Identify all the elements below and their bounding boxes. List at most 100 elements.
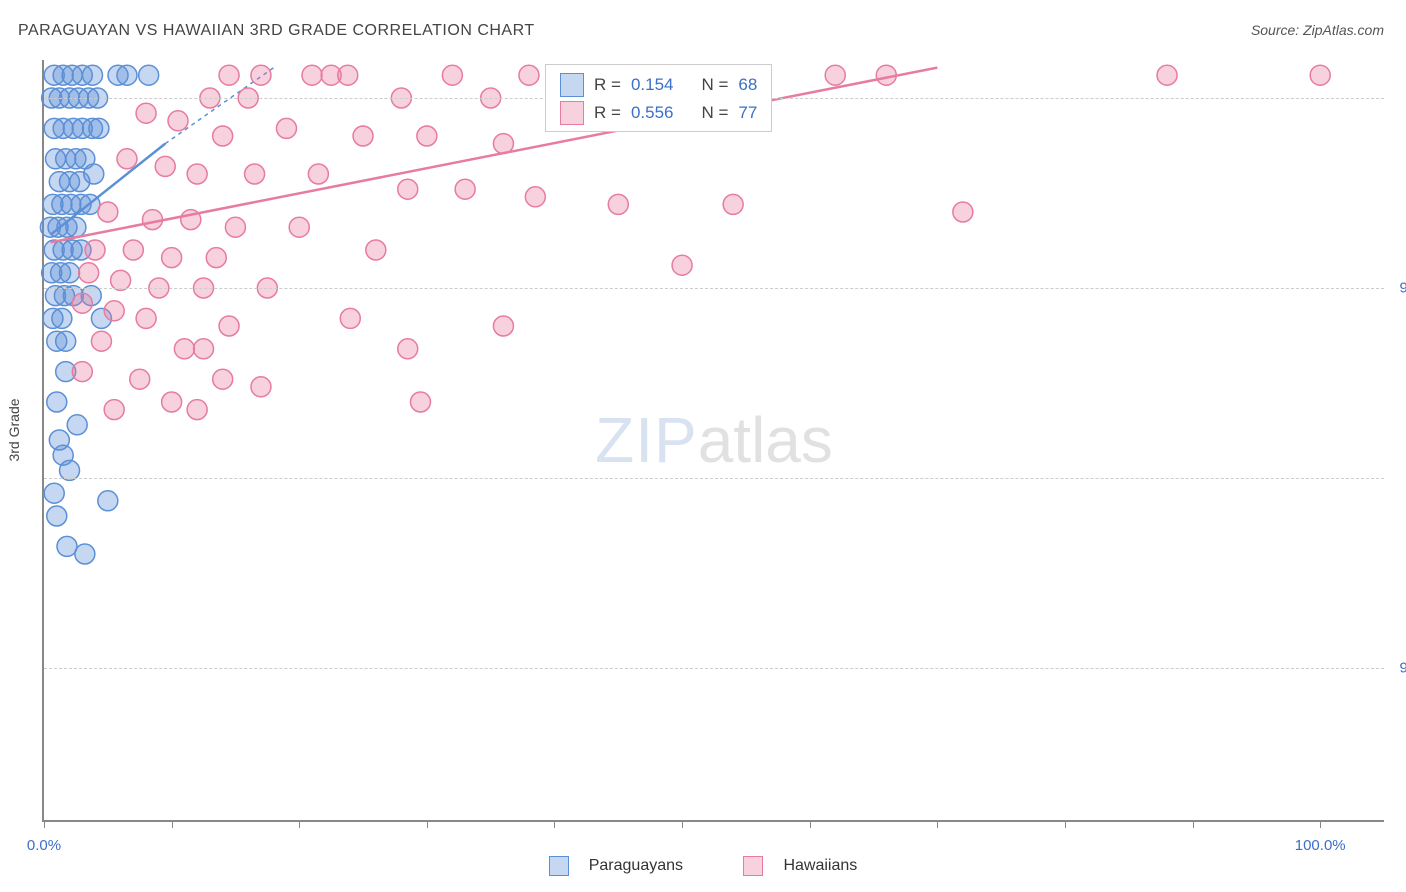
data-point — [1157, 65, 1177, 85]
n-value-paraguayans: 68 — [738, 75, 757, 95]
legend-item-paraguayans: Paraguayans — [535, 857, 697, 874]
data-point — [213, 369, 233, 389]
data-point — [398, 179, 418, 199]
data-point — [130, 369, 150, 389]
data-point — [187, 164, 207, 184]
data-point — [56, 331, 76, 351]
legend-label-hawaiians: Hawaiians — [783, 857, 857, 874]
data-point — [117, 149, 137, 169]
data-point — [289, 217, 309, 237]
data-point — [82, 118, 102, 138]
data-point — [410, 392, 430, 412]
data-point — [455, 179, 475, 199]
data-point — [245, 164, 265, 184]
data-point — [417, 126, 437, 146]
data-point — [251, 65, 271, 85]
data-point — [525, 187, 545, 207]
legend-row-paraguayans: R = 0.154 N = 68 — [560, 71, 757, 99]
x-tick-label: 100.0% — [1295, 837, 1346, 854]
data-point — [162, 248, 182, 268]
y-tick-label: 92.5% — [1388, 660, 1406, 677]
data-point — [60, 263, 80, 283]
data-point — [213, 126, 233, 146]
data-point — [47, 506, 67, 526]
data-point — [98, 202, 118, 222]
data-point — [155, 156, 175, 176]
correlation-legend: R = 0.154 N = 68 R = 0.556 N = 77 — [545, 64, 772, 132]
data-point — [174, 339, 194, 359]
legend-label-paraguayans: Paraguayans — [589, 857, 683, 874]
data-point — [225, 217, 245, 237]
data-point — [276, 118, 296, 138]
data-point — [82, 65, 102, 85]
data-point — [308, 164, 328, 184]
data-point — [104, 301, 124, 321]
data-point — [825, 65, 845, 85]
data-point — [72, 293, 92, 313]
data-point — [57, 536, 77, 556]
data-point — [72, 362, 92, 382]
swatch-paraguayans — [560, 73, 584, 97]
n-label: N = — [701, 103, 728, 123]
r-label: R = — [594, 103, 621, 123]
data-point — [67, 415, 87, 435]
chart-container: PARAGUAYAN VS HAWAIIAN 3RD GRADE CORRELA… — [0, 0, 1406, 892]
data-point — [187, 400, 207, 420]
data-point — [142, 210, 162, 230]
plot-svg — [44, 60, 1384, 820]
data-point — [139, 65, 159, 85]
data-point — [136, 103, 156, 123]
data-point — [219, 65, 239, 85]
swatch-hawaiians — [560, 101, 584, 125]
n-value-hawaiians: 77 — [738, 103, 757, 123]
data-point — [52, 308, 72, 328]
data-point — [340, 308, 360, 328]
r-value-paraguayans: 0.154 — [631, 75, 674, 95]
series-legend: Paraguayans Hawaiians — [0, 856, 1406, 876]
data-point — [85, 240, 105, 260]
data-point — [136, 308, 156, 328]
data-point — [493, 316, 513, 336]
r-value-hawaiians: 0.556 — [631, 103, 674, 123]
data-point — [47, 392, 67, 412]
data-point — [206, 248, 226, 268]
legend-item-hawaiians: Hawaiians — [729, 857, 871, 874]
data-point — [79, 263, 99, 283]
data-point — [98, 491, 118, 511]
data-point — [194, 339, 214, 359]
header: PARAGUAYAN VS HAWAIIAN 3RD GRADE CORRELA… — [0, 0, 1406, 50]
swatch-hawaiians-icon — [743, 856, 763, 876]
data-point — [168, 111, 188, 131]
legend-row-hawaiians: R = 0.556 N = 77 — [560, 99, 757, 127]
x-tick-label: 0.0% — [27, 837, 61, 854]
data-point — [219, 316, 239, 336]
data-point — [84, 164, 104, 184]
data-point — [104, 400, 124, 420]
y-axis-label: 3rd Grade — [6, 398, 22, 461]
y-tick-label: 97.5% — [1388, 280, 1406, 297]
data-point — [608, 194, 628, 214]
data-point — [302, 65, 322, 85]
data-point — [75, 544, 95, 564]
data-point — [251, 377, 271, 397]
data-point — [1310, 65, 1330, 85]
chart-title: PARAGUAYAN VS HAWAIIAN 3RD GRADE CORRELA… — [18, 22, 535, 40]
data-point — [162, 392, 182, 412]
data-point — [953, 202, 973, 222]
swatch-paraguayans-icon — [549, 856, 569, 876]
data-point — [117, 65, 137, 85]
data-point — [123, 240, 143, 260]
data-point — [353, 126, 373, 146]
data-point — [672, 255, 692, 275]
data-point — [519, 65, 539, 85]
data-point — [44, 483, 64, 503]
data-point — [398, 339, 418, 359]
data-point — [338, 65, 358, 85]
plot-area: ZIPatlas 92.5%97.5%0.0%100.0% — [42, 60, 1384, 822]
data-point — [366, 240, 386, 260]
r-label: R = — [594, 75, 621, 95]
source-label: Source: ZipAtlas.com — [1251, 22, 1384, 38]
data-point — [91, 331, 111, 351]
data-point — [442, 65, 462, 85]
n-label: N = — [701, 75, 728, 95]
